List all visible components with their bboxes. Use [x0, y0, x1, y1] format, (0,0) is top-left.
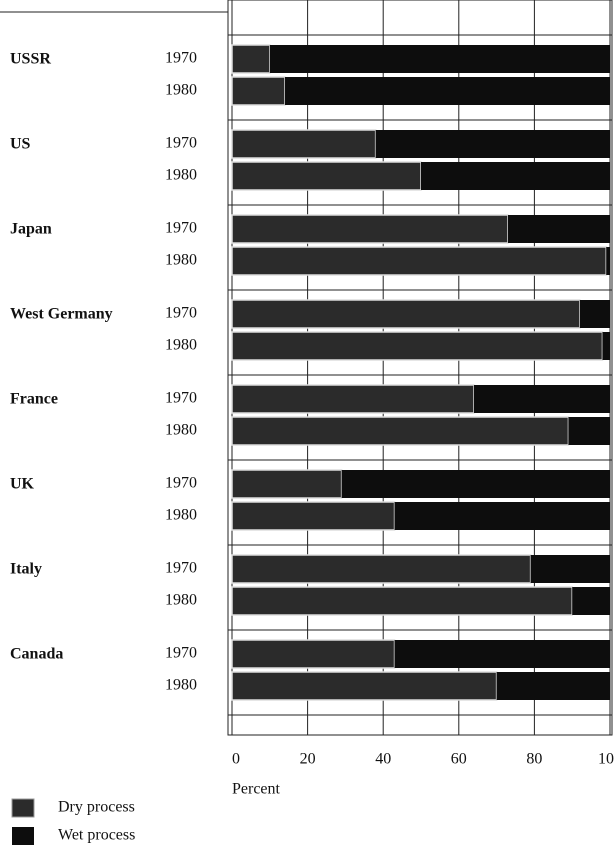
bar-segment — [530, 555, 610, 583]
bar-segment — [231, 469, 343, 499]
bar-segment — [231, 671, 498, 701]
bar-segment — [231, 246, 607, 276]
year-label: 1980 — [165, 337, 197, 354]
year-label: 1970 — [165, 305, 197, 322]
bar-segment — [473, 385, 610, 413]
bar-segment — [572, 587, 610, 615]
bar-segment — [496, 672, 610, 700]
bar-segment — [231, 161, 422, 191]
bar-segment — [394, 640, 610, 668]
plot-frame — [227, 0, 613, 736]
x-tick-label: 40 — [375, 751, 391, 768]
year-label: 1980 — [165, 252, 197, 269]
country-label: Italy — [10, 561, 42, 578]
country-label: France — [10, 391, 58, 408]
country-label: UK — [10, 476, 35, 493]
country-label: Japan — [10, 221, 52, 238]
x-tick-label: 0 — [232, 751, 240, 768]
year-label: 1970 — [165, 390, 197, 407]
bar-segment — [375, 130, 610, 158]
bar-segment — [231, 299, 581, 329]
bar-segment — [231, 554, 532, 584]
year-label: 1980 — [165, 82, 197, 99]
bar-segment — [341, 470, 610, 498]
bar-segment — [231, 384, 475, 414]
bar-segment — [231, 639, 396, 669]
bar-segment — [568, 417, 610, 445]
legend-label: Dry process — [58, 799, 135, 816]
x-axis-label: Percent — [232, 781, 281, 798]
bar-segment — [602, 332, 610, 360]
bar-segment — [421, 162, 610, 190]
bar-segment — [231, 129, 377, 159]
year-label: 1970 — [165, 50, 197, 67]
country-label: US — [10, 136, 31, 153]
bar-segment — [231, 76, 286, 106]
year-label: 1980 — [165, 677, 197, 694]
bar-segment — [507, 215, 610, 243]
x-tick-label: 100 — [598, 751, 614, 768]
year-label: 1980 — [165, 507, 197, 524]
bar-segment — [284, 77, 610, 105]
bar-segment — [269, 45, 610, 73]
year-label: 1980 — [165, 422, 197, 439]
bar-segment — [231, 501, 396, 531]
country-label: West Germany — [10, 306, 113, 323]
bar-segment — [231, 331, 604, 361]
year-label: 1980 — [165, 592, 197, 609]
bar-segment — [231, 214, 509, 244]
year-label: 1970 — [165, 645, 197, 662]
country-label: Canada — [10, 646, 63, 663]
bar-segment — [231, 44, 271, 74]
legend-swatch — [11, 798, 35, 818]
x-tick-label: 80 — [526, 751, 542, 768]
year-label: 1970 — [165, 475, 197, 492]
x-tick-label: 20 — [300, 751, 316, 768]
year-label: 1970 — [165, 560, 197, 577]
legend-swatch — [12, 827, 34, 845]
bar-segment — [394, 502, 610, 530]
country-label: USSR — [10, 51, 51, 68]
bar-segment — [231, 416, 570, 446]
legend-label: Wet process — [58, 827, 135, 844]
year-label: 1970 — [165, 135, 197, 152]
bar-segment — [579, 300, 610, 328]
year-label: 1980 — [165, 167, 197, 184]
x-tick-label: 60 — [451, 751, 467, 768]
bar-segment — [606, 247, 610, 275]
bar-segment — [231, 586, 573, 616]
year-label: 1970 — [165, 220, 197, 237]
